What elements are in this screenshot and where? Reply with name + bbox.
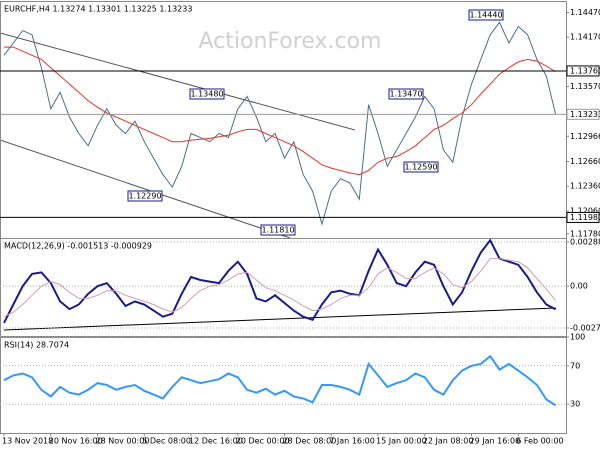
y-tick-label: 1.12966 (570, 132, 600, 141)
panel-frame (0, 337, 567, 434)
y-tick-label: 1.11780 (570, 229, 600, 238)
x-tick-label: 5 Dec 08:00 (142, 437, 191, 446)
annotation: 1.13470 (389, 90, 422, 99)
level-label-box (566, 65, 600, 77)
series-line (3, 258, 556, 318)
y-tick-label: 1.12060 (570, 206, 600, 215)
y-tick-label: 1.14470 (570, 8, 600, 17)
x-tick-label: 29 Jan 16:00 (470, 437, 521, 446)
annotation: 1.14440 (469, 11, 502, 20)
x-tick-label: 28 Nov 00:00 (96, 437, 150, 446)
panel-title: EURCHF,H4 1.13274 1.13301 1.13225 1.1323… (4, 5, 192, 14)
annotation-box (388, 88, 424, 100)
y-tick-label: 100 (570, 333, 585, 342)
watermark: ActionForex.com (199, 29, 382, 54)
y-tick-label: 1.12660 (570, 157, 600, 166)
panel-frame (0, 238, 567, 337)
annotation-box (260, 224, 296, 236)
annotation: 1.13480 (190, 90, 223, 99)
x-tick-label: 15 Jan 00:00 (376, 437, 427, 446)
level-label-box (566, 211, 600, 223)
level-label: 1.11980 (570, 213, 600, 222)
series-line (4, 46, 556, 176)
y-tick-label: 30 (570, 400, 580, 409)
x-tick-label: 6 Feb 00:00 (516, 437, 563, 446)
x-tick-label: 7 Jan 16:00 (329, 437, 375, 446)
annotation: 1.12290 (128, 192, 161, 201)
annotation-box (127, 190, 163, 202)
level-label: 1.13233 (570, 110, 600, 119)
macd-trend-line (3, 307, 557, 331)
series-line (3, 354, 557, 407)
y-tick-label: 1.12360 (570, 182, 600, 191)
annotation-box (468, 9, 504, 21)
annotation: 1.12590 (404, 163, 437, 172)
channel-lower (0, 139, 291, 239)
annotation-box (189, 88, 225, 100)
series-line (3, 238, 557, 324)
panel-title: RSI(14) 28.7074 (4, 341, 69, 350)
level-label-box (566, 108, 600, 120)
level-label: 1.13760 (570, 66, 600, 75)
panel-title: MACD(12,26,9) -0.001513 -0.000929 (4, 242, 152, 251)
y-tick-label: 1.13570 (570, 82, 600, 91)
x-tick-label: 22 Jan 08:00 (423, 437, 474, 446)
x-tick-label: 12 Dec 16:00 (189, 437, 243, 446)
x-tick-label: 28 Dec 08:00 (283, 437, 337, 446)
annotation: 1.11810 (261, 226, 294, 235)
x-tick-label: 13 Nov 2018 (2, 437, 53, 446)
y-tick-label: -0.002734 (570, 323, 600, 332)
y-tick-label: 0.00 (570, 282, 588, 291)
annotation-box (403, 161, 439, 173)
x-tick-label: 20 Dec 00:00 (236, 437, 290, 446)
x-tick-label: 20 Nov 16:00 (49, 437, 103, 446)
y-tick-label: 0.002886 (570, 238, 600, 247)
y-tick-label: 70 (570, 361, 580, 370)
y-tick-label: 1.14170 (570, 33, 600, 42)
